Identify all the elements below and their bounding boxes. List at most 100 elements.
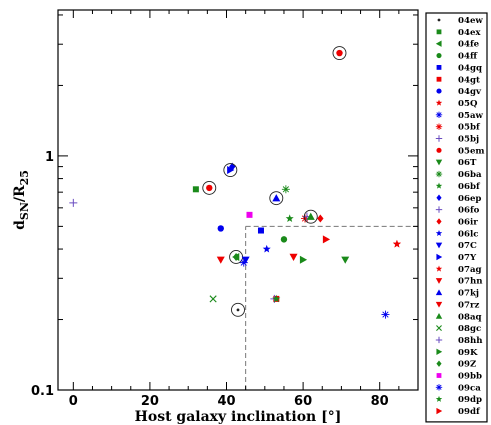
- legend-marker-09bb: [436, 373, 442, 378]
- point-09df: [322, 235, 331, 244]
- legend-label: 09ca: [458, 383, 481, 393]
- point-06T: [341, 256, 350, 264]
- legend-marker-09K: [436, 348, 443, 355]
- legend-label: 09K: [458, 348, 478, 358]
- point-04ew: [236, 308, 240, 312]
- legend-marker-06lc: [435, 229, 443, 237]
- legend-label: 06bf: [458, 182, 481, 192]
- point-04ff: [280, 236, 288, 243]
- legend-marker-07rz: [435, 301, 443, 308]
- y-axis-label: dSN/R25: [12, 170, 31, 230]
- x-axis-ticks: 0 20 40 60 80: [69, 10, 400, 409]
- legend-label: 05bf: [458, 123, 481, 133]
- legend-label: 05Q: [458, 99, 478, 109]
- y-tick-label: 0.1: [31, 384, 54, 399]
- point-ring-04ew: [231, 302, 245, 317]
- point-05bf: [301, 214, 310, 223]
- legend-label: 07kj: [458, 289, 479, 299]
- x-tick-label: 0: [69, 394, 78, 409]
- legend-marker-06fo: [435, 206, 443, 213]
- data-points: [69, 46, 401, 319]
- y-label-sub2: 25: [18, 170, 31, 185]
- point-09bb: [246, 211, 253, 218]
- y-label-main: d: [12, 220, 28, 230]
- legend-box: [425, 12, 488, 423]
- legend-label: 09df: [458, 407, 481, 417]
- legend-marker-06T: [435, 159, 443, 166]
- legend-label: 07Y: [458, 253, 477, 263]
- point-06lc: [262, 244, 271, 253]
- legend-marker-04ew: [437, 18, 441, 22]
- legend-marker-05bf: [435, 123, 443, 130]
- y-axis-ticks: 0.11: [31, 14, 418, 399]
- legend-label: 04fe: [458, 40, 480, 50]
- legend-marker-09ca: [435, 384, 443, 391]
- legend-label: 06ir: [458, 217, 478, 227]
- y-tick-label: 1: [45, 150, 54, 165]
- x-axis-label: Host galaxy inclination [°]: [135, 409, 342, 425]
- point-05em: [206, 184, 213, 192]
- point-07ag: [392, 239, 401, 248]
- x-tick-label: 60: [294, 394, 312, 409]
- legend-marker-07kj: [435, 289, 443, 296]
- legend-label: 05bj: [458, 135, 479, 145]
- legend-label: 06ep: [458, 194, 481, 204]
- legend-marker-07C: [435, 242, 443, 249]
- legend-marker-07Y: [436, 253, 443, 261]
- legend-marker-09df: [436, 407, 443, 415]
- legend-label: 04gt: [458, 75, 480, 85]
- legend-marker-04gq: [436, 65, 442, 70]
- reference-dashed-lines: [245, 225, 418, 390]
- legend-marker-07hn: [435, 278, 443, 284]
- legend-marker-04gv: [436, 88, 442, 94]
- x-tick-label: 80: [371, 394, 389, 409]
- plot-frame: [57, 9, 419, 391]
- legend-label: 09dp: [458, 395, 482, 405]
- legend-marker-05em: [436, 147, 442, 153]
- legend-marker-04ex: [436, 29, 442, 35]
- point-04ex: [192, 186, 199, 193]
- legend-label: 05aw: [458, 111, 484, 121]
- legend-marker-04gt: [436, 76, 442, 82]
- legend-label: 04ew: [458, 16, 483, 26]
- legend-label: 08hh: [458, 336, 483, 346]
- legend-marker-08hh: [435, 336, 443, 344]
- legend-label: 06ba: [458, 170, 482, 180]
- legend-marker-04fe: [435, 40, 442, 47]
- legend-marker-06ba: [435, 170, 443, 178]
- point-07rz: [216, 256, 225, 264]
- legend-label: 09Z: [458, 360, 476, 370]
- point-ring-05em: [332, 46, 347, 61]
- legend-label: 08aq: [458, 312, 482, 322]
- legend-marker-05bj: [435, 135, 443, 142]
- legend-label: 08gc: [458, 324, 481, 334]
- y-label-mid: /R: [12, 185, 28, 202]
- point-04gq: [257, 227, 264, 234]
- legend-marker-09dp: [435, 395, 443, 402]
- legend-marker-06ep: [436, 194, 442, 201]
- legend-marker-09Z: [436, 360, 442, 367]
- legend-marker-05Q: [435, 99, 443, 106]
- legend-label: 06T: [458, 158, 477, 168]
- legend-label: 07rz: [458, 300, 479, 310]
- x-tick-label: 20: [141, 394, 159, 409]
- point-ring-07Y: [223, 163, 238, 178]
- point-09K: [299, 255, 308, 264]
- legend-marker-07ag: [435, 265, 443, 272]
- legend-marker-05aw: [435, 111, 443, 118]
- point-09ca: [239, 258, 248, 267]
- point-05bj: [69, 198, 78, 207]
- legend-label: 07ag: [458, 265, 482, 275]
- legend-marker-08gc: [436, 325, 442, 332]
- y-label-sub: SN: [18, 202, 31, 220]
- legend-marker-06bf: [435, 182, 443, 189]
- legend-label: 04gq: [458, 63, 482, 73]
- point-07kj: [272, 194, 281, 202]
- point-09Z: [232, 252, 240, 261]
- legend-label: 07C: [458, 241, 477, 251]
- legend-label: 04gv: [458, 87, 482, 97]
- point-08gc: [209, 295, 217, 303]
- legend-label: 06fo: [458, 206, 480, 216]
- point-09dp: [272, 294, 281, 303]
